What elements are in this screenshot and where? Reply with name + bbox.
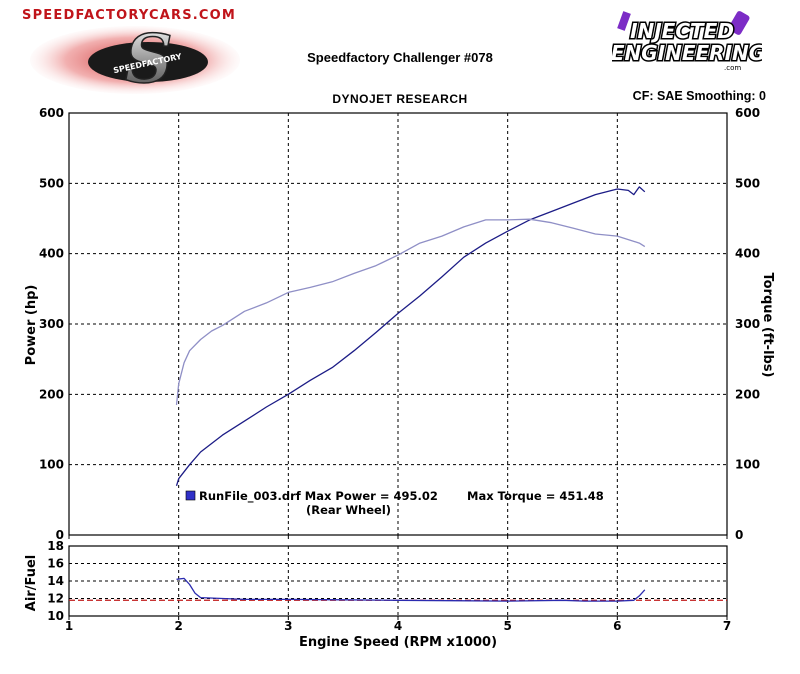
main-y-tick-label-right: 400: [735, 247, 760, 261]
chart-title: Speedfactory Challenger #078: [307, 50, 493, 65]
afr-curve: [176, 577, 646, 602]
main-y-tick-label: 100: [39, 458, 64, 472]
injector-icon-right: [728, 11, 750, 35]
main-y-tick-label: 200: [39, 387, 64, 401]
afr-y-tick-label: 10: [47, 609, 64, 623]
power-torque-panel: 0 0 100 100 200 200 300 300 400 400 500 500 600 600: [39, 106, 760, 542]
main-y-tick-label-right: 100: [735, 458, 760, 472]
x-tick-label: 6: [613, 619, 621, 633]
logo-small: .com: [724, 64, 741, 72]
power-curve: [175, 186, 646, 486]
afr-y-tick-label: 12: [47, 592, 64, 606]
y-axis-title-left: Power (hp): [24, 285, 39, 366]
y-axis-title-right: Torque (ft-lbs): [760, 272, 775, 377]
x-axis-title: Engine Speed (RPM x1000): [299, 635, 497, 650]
chart-subtitle: DYNOJET RESEARCH: [332, 92, 468, 106]
main-y-tick-label: 600: [39, 106, 64, 120]
speedfactory-logo: S SPEEDFACTORY: [30, 24, 240, 94]
x-tick-label: 5: [503, 619, 511, 633]
afr-y-tick-label: 14: [47, 574, 64, 588]
main-y-tick-label-right: 0: [735, 528, 743, 542]
injected-engineering-logo: INJECTED ENGINEERING .com: [612, 11, 762, 72]
main-y-tick-label-right: 500: [735, 176, 760, 190]
main-y-tick-label: 400: [39, 247, 64, 261]
logo-line2: ENGINEERING: [612, 41, 762, 65]
afr-axis-title: Air/Fuel: [24, 555, 39, 611]
main-y-tick-label: 0: [56, 528, 64, 542]
x-tick-label: 3: [284, 619, 292, 633]
afr-y-tick-label: 18: [47, 539, 64, 553]
x-tick-label: 2: [174, 619, 182, 633]
logo-disc: [88, 42, 208, 82]
afr-y-tick-label: 16: [47, 557, 64, 571]
injector-icon: [617, 11, 631, 31]
x-tick-label: 1: [65, 619, 73, 633]
main-y-tick-label: 300: [39, 317, 64, 331]
x-tick-label: 4: [394, 619, 402, 633]
main-y-tick-label-right: 200: [735, 387, 760, 401]
x-tick-label: 7: [723, 619, 731, 633]
main-y-tick-label-right: 300: [735, 317, 760, 331]
main-y-tick-label: 500: [39, 176, 64, 190]
logo-line1: INJECTED: [630, 19, 734, 43]
legend-label: RunFile_003.drf Max Power = 495.02: [199, 489, 438, 504]
main-y-tick-label-right: 600: [735, 106, 760, 120]
rear-wheel-note: (Rear Wheel): [306, 503, 391, 517]
correction-info: CF: SAE Smoothing: 0: [632, 89, 766, 103]
logo-letter: S: [125, 24, 173, 94]
max-torque-label: Max Torque = 451.48: [467, 489, 604, 503]
torque-curve: [175, 218, 646, 405]
legend-swatch: [185, 490, 196, 501]
site-url[interactable]: SPEEDFACTORYCARS.COM: [22, 8, 237, 23]
